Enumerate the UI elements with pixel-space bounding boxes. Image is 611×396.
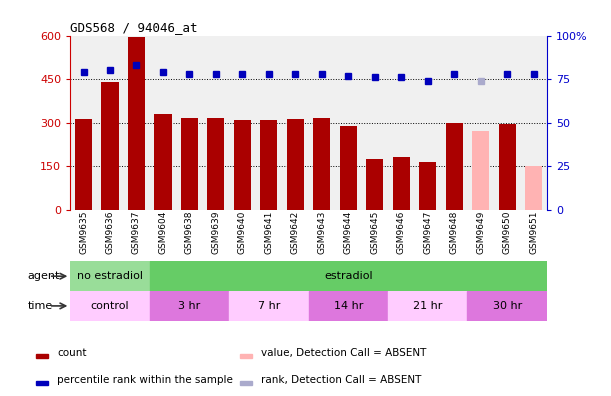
Text: GSM9650: GSM9650 [503,211,511,254]
Bar [150,261,547,291]
Text: GSM9636: GSM9636 [106,211,114,254]
Bar [472,131,489,210]
Text: percentile rank within the sample: percentile rank within the sample [57,375,233,385]
Text: GSM9604: GSM9604 [158,211,167,254]
Text: GSM9639: GSM9639 [211,211,221,254]
Text: no estradiol: no estradiol [77,271,143,281]
Bar [229,291,309,321]
Text: GSM9643: GSM9643 [317,211,326,254]
Text: GSM9647: GSM9647 [423,211,432,254]
Bar [240,354,252,358]
Text: control: control [90,301,130,311]
Text: GDS568 / 94046_at: GDS568 / 94046_at [70,21,198,34]
Bar [240,381,252,385]
Text: GSM9641: GSM9641 [265,211,273,254]
Bar [75,119,92,210]
Bar [419,162,436,210]
Bar [309,291,388,321]
Text: GSM9649: GSM9649 [476,211,485,254]
Text: GSM9648: GSM9648 [450,211,459,254]
Bar [366,159,383,210]
Text: GSM9635: GSM9635 [79,211,88,254]
Bar [445,123,463,210]
Bar [234,120,251,210]
Bar [70,291,150,321]
Text: GSM9640: GSM9640 [238,211,247,254]
Text: GSM9645: GSM9645 [370,211,379,254]
Text: 21 hr: 21 hr [413,301,442,311]
Bar [388,291,467,321]
Text: GSM9646: GSM9646 [397,211,406,254]
Text: count: count [57,348,87,358]
Bar [150,291,229,321]
Bar [340,126,357,210]
Text: agent: agent [27,271,60,281]
Bar [499,124,516,210]
Bar [70,261,150,291]
Text: rank, Detection Call = ABSENT: rank, Detection Call = ABSENT [261,375,422,385]
Bar [393,157,410,210]
Text: GSM9651: GSM9651 [529,211,538,254]
Bar [101,82,119,210]
Text: GSM9644: GSM9644 [344,211,353,254]
Text: 3 hr: 3 hr [178,301,200,311]
Bar [36,354,48,358]
Text: GSM9642: GSM9642 [291,211,300,254]
Bar [467,291,547,321]
Text: time: time [27,301,53,311]
Bar [155,114,172,210]
Text: 30 hr: 30 hr [492,301,522,311]
Text: 14 hr: 14 hr [334,301,363,311]
Bar [287,119,304,210]
Text: GSM9638: GSM9638 [185,211,194,254]
Bar [36,381,48,385]
Text: 7 hr: 7 hr [258,301,280,311]
Bar [128,37,145,210]
Text: value, Detection Call = ABSENT: value, Detection Call = ABSENT [261,348,426,358]
Bar [260,120,277,210]
Bar [313,118,331,210]
Bar [207,118,224,210]
Bar [181,118,198,210]
Text: GSM9637: GSM9637 [132,211,141,254]
Text: estradiol: estradiol [324,271,373,281]
Bar [525,166,542,210]
